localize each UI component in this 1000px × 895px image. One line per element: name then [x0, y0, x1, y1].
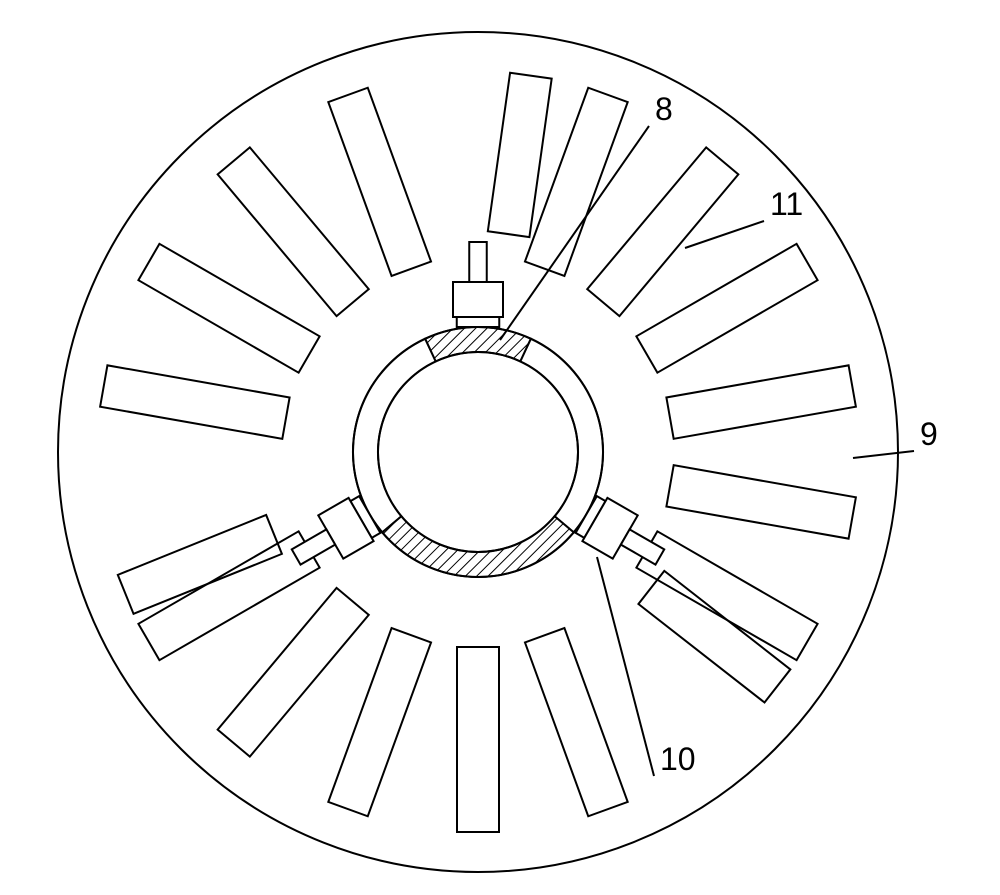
brush-pad	[457, 317, 500, 327]
label-9: 9	[920, 416, 938, 452]
label-10: 10	[660, 741, 696, 777]
brush-stem	[469, 242, 487, 282]
label-11: 11	[770, 186, 803, 222]
brush-head	[453, 282, 503, 317]
label-8: 8	[655, 91, 673, 127]
technical-diagram: 8 11 9 10	[0, 0, 1000, 895]
